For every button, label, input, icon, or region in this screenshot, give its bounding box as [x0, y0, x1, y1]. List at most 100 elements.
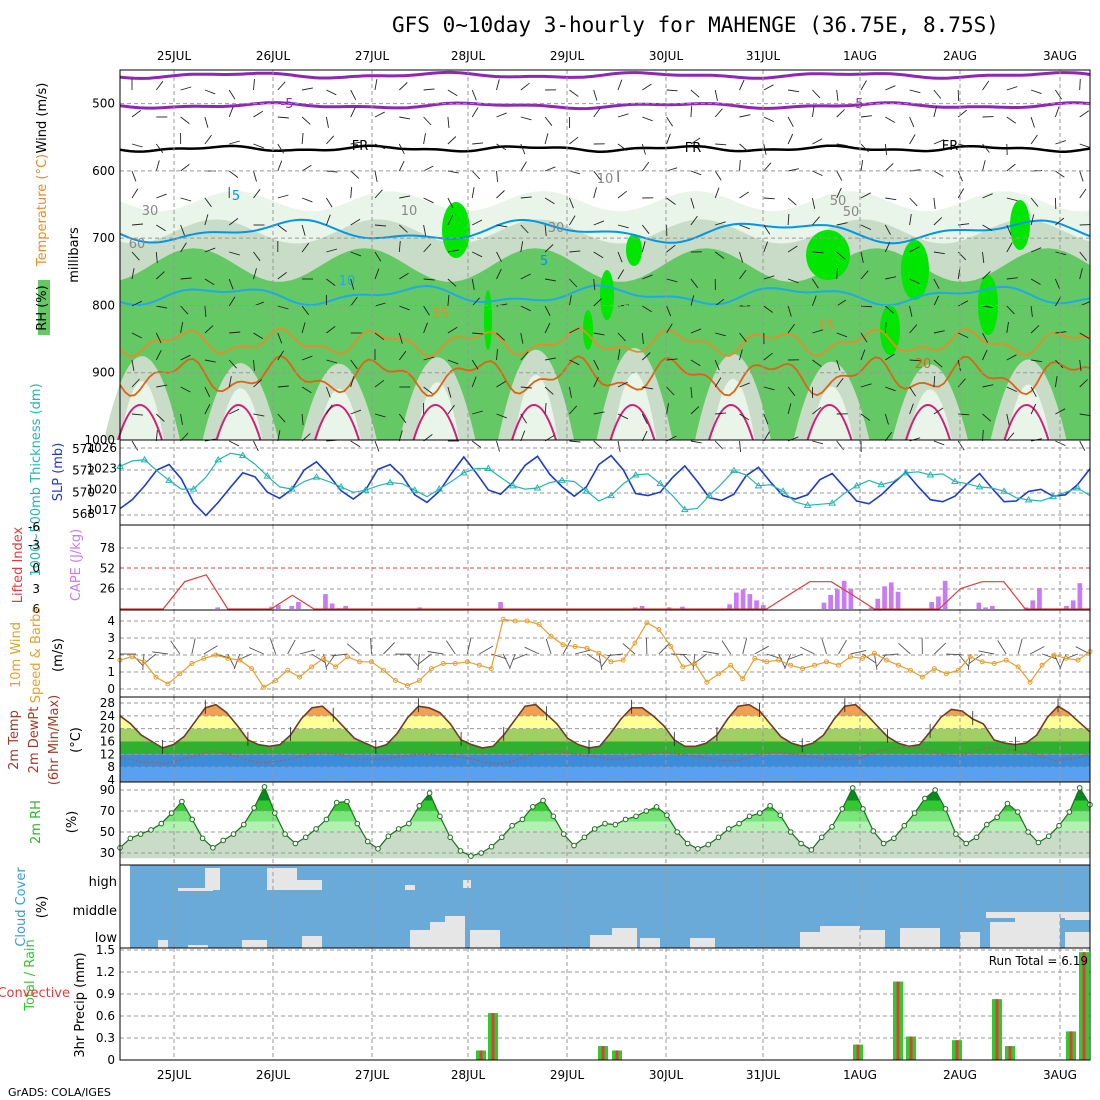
wind-barb	[909, 197, 918, 207]
wind-barb	[812, 170, 823, 177]
rh-marker	[674, 829, 681, 835]
wind-barb	[763, 352, 773, 361]
wind-barb	[957, 300, 969, 307]
wind-barb	[131, 110, 142, 118]
wind-speed-marker	[129, 654, 135, 660]
wind-barb	[374, 251, 382, 262]
contour-label: FR	[685, 141, 702, 156]
wind-barb	[933, 170, 944, 177]
wind-barb	[690, 328, 702, 334]
wind-barb	[423, 224, 427, 236]
wind-barb	[569, 170, 581, 175]
wind-barb	[909, 386, 916, 397]
thickness-marker	[926, 471, 935, 478]
wind-speed-marker	[141, 659, 147, 665]
rh-marker	[354, 820, 361, 827]
convective-label: Convective	[0, 986, 70, 1001]
wind-barb	[569, 327, 580, 334]
surface-wind-barb	[331, 653, 348, 657]
wind-barb	[350, 186, 353, 199]
thickness-marker	[975, 482, 984, 490]
wind-ytick: 1	[107, 665, 115, 679]
surface-wind-barb	[978, 650, 995, 655]
wind-barb	[860, 80, 867, 91]
wind-speed-marker	[1003, 657, 1009, 663]
wind-barb	[180, 386, 191, 393]
surface-wind-barb	[1029, 646, 1045, 655]
high-cloud-block	[463, 880, 471, 888]
wind-barb	[860, 270, 869, 280]
wind-speed-marker	[680, 664, 686, 670]
contour-label: 15	[818, 319, 835, 334]
rh-marker	[478, 850, 485, 856]
low-cloud-block	[158, 940, 168, 948]
wind-speed-marker	[237, 657, 243, 663]
low-cloud-block	[1015, 918, 1060, 948]
wind-barb	[447, 278, 457, 287]
thickness-marker	[1073, 484, 1082, 491]
li-ytick: 0	[32, 561, 40, 575]
wind-barb	[617, 381, 629, 388]
temp-contour-plus25	[905, 404, 951, 441]
rh-marker	[519, 816, 526, 823]
wind-speed-marker	[333, 664, 339, 670]
wind-speed-marker	[309, 664, 315, 670]
wind-barb	[860, 143, 869, 153]
upper-air-yunits: millibars	[67, 227, 82, 283]
wind-barb	[982, 349, 988, 361]
wind-barb	[812, 278, 819, 289]
precip-panel: 0 0.3 0.6 0.9 1.2 1.5 Run Total = 6.19 Total / …	[0, 939, 1091, 1067]
temp-contour-plus25	[708, 404, 754, 441]
wind-barb	[398, 332, 403, 344]
rh2m-label: 2m RH	[29, 800, 44, 844]
wind-barb	[155, 251, 158, 264]
wind-speed-marker	[584, 645, 590, 651]
temp2m-label: 2m Temp	[7, 710, 22, 770]
wind-barb	[666, 116, 673, 127]
rh-saturated-patch	[583, 310, 593, 350]
wind-speed-marker	[464, 659, 470, 665]
wind-speed-marker	[1063, 655, 1069, 661]
wind-barb	[836, 377, 844, 388]
wind-barb	[787, 278, 799, 284]
wind-speed-marker	[740, 676, 746, 682]
wind-barb	[471, 219, 483, 226]
wind-barb	[544, 244, 554, 253]
precip-ytick: 0.9	[96, 987, 115, 1001]
temp-band	[120, 741, 1090, 755]
wind-barb	[1055, 251, 1067, 256]
wind-barb	[545, 278, 556, 282]
wind-barb	[253, 170, 257, 182]
high-cloud-block	[297, 880, 322, 890]
wind-barb	[423, 322, 428, 334]
thickness-marker	[1000, 487, 1008, 494]
wind-barb	[1006, 224, 1012, 236]
wind-barb	[228, 440, 240, 447]
wind-barb	[617, 113, 629, 118]
wind-barb	[739, 413, 750, 421]
wind-barb	[326, 326, 336, 334]
wind-barb	[811, 295, 817, 307]
wind-barb	[1079, 332, 1090, 339]
wind-barb	[180, 116, 190, 124]
wind-barb	[885, 85, 896, 91]
wind-barb	[763, 162, 772, 172]
rh-marker	[220, 837, 226, 844]
contour-label: 5	[232, 189, 240, 204]
wind-barb	[933, 89, 942, 99]
wind-speed-marker	[392, 678, 398, 683]
wind-barb	[471, 359, 479, 370]
wind-speed-marker	[632, 640, 638, 646]
low-cloud-block	[820, 926, 860, 948]
wind-speed-marker	[620, 657, 626, 663]
wind-barb	[447, 359, 459, 365]
wind-barb	[398, 430, 403, 442]
wind-barb	[1031, 359, 1043, 363]
wind-barb	[666, 305, 672, 317]
temp-contour-plus15	[119, 327, 1091, 358]
surface-wind-barb	[607, 653, 624, 657]
rh-marker	[158, 820, 165, 827]
wind-barb	[617, 79, 623, 91]
rh-marker	[932, 787, 939, 793]
rh-marker	[468, 853, 474, 859]
